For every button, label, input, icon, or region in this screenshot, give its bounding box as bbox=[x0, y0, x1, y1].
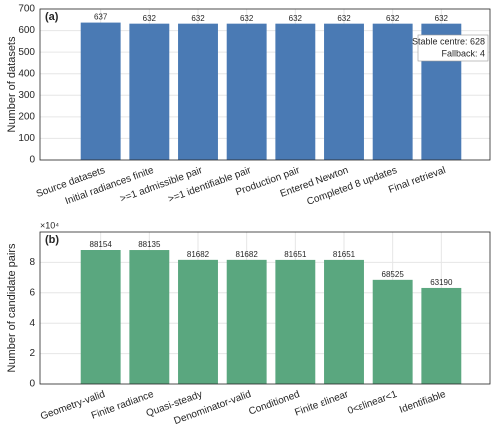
value-label: 63190 bbox=[430, 278, 453, 287]
x-tick-label: Identifiable bbox=[398, 389, 448, 416]
y-tick-label: 0 bbox=[29, 155, 35, 166]
bar bbox=[421, 287, 462, 384]
panel-label: (b) bbox=[45, 234, 59, 246]
annotation: Fallback: 4 bbox=[441, 48, 485, 58]
value-label: 632 bbox=[435, 14, 449, 23]
bar bbox=[324, 23, 364, 160]
bar bbox=[129, 250, 170, 384]
value-label: 632 bbox=[337, 14, 351, 23]
x-tick-label: 0<εlinear<1 bbox=[346, 389, 399, 417]
y-axis-label: Number of candidate pairs bbox=[6, 243, 18, 373]
bar bbox=[80, 22, 121, 161]
value-label: 632 bbox=[240, 14, 254, 23]
value-label: 88154 bbox=[90, 240, 113, 249]
axes-frame bbox=[39, 231, 491, 385]
y-tick-label: 600 bbox=[18, 25, 35, 36]
bar bbox=[226, 259, 267, 384]
value-label: 81682 bbox=[187, 250, 210, 259]
y-tick-label: 500 bbox=[18, 47, 35, 58]
y-tick-label: 6 bbox=[29, 287, 35, 298]
bar bbox=[372, 23, 413, 160]
annotation: Stable centre: 628 bbox=[412, 36, 485, 46]
panel-label: (a) bbox=[45, 11, 59, 23]
y-tick-label: 4 bbox=[29, 318, 35, 329]
value-label: 637 bbox=[94, 13, 108, 22]
value-label: 68525 bbox=[382, 270, 405, 279]
bar bbox=[178, 259, 218, 384]
y-tick-label: 2 bbox=[29, 348, 35, 359]
x-tick-label: Conditioned bbox=[247, 389, 301, 418]
value-label: 632 bbox=[289, 14, 303, 23]
bar bbox=[178, 23, 218, 160]
y-tick-label: 8 bbox=[29, 257, 35, 268]
value-label: 81651 bbox=[284, 250, 307, 259]
bar bbox=[275, 259, 316, 384]
y-axis-label: Number of datasets bbox=[6, 36, 18, 132]
bar bbox=[226, 23, 267, 160]
value-label: 632 bbox=[191, 14, 205, 23]
bar bbox=[372, 279, 413, 384]
y-tick-label: 300 bbox=[18, 90, 35, 101]
y-tick-label: 100 bbox=[18, 133, 35, 144]
axes-frame bbox=[39, 8, 491, 161]
value-label: 81651 bbox=[333, 250, 356, 259]
bar bbox=[80, 250, 121, 384]
y-multiplier: ×10⁴ bbox=[40, 220, 59, 230]
y-tick-label: 0 bbox=[29, 379, 35, 390]
bar bbox=[324, 259, 364, 384]
annotation-box bbox=[417, 34, 489, 62]
bar bbox=[275, 23, 316, 160]
y-tick-label: 400 bbox=[18, 68, 35, 79]
value-label: 632 bbox=[386, 14, 400, 23]
x-tick-label: Finite εlinear bbox=[293, 389, 350, 419]
y-tick-label: 200 bbox=[18, 111, 35, 122]
value-label: 81682 bbox=[236, 250, 259, 259]
value-label: 632 bbox=[143, 14, 157, 23]
y-tick-label: 700 bbox=[18, 4, 35, 15]
value-label: 88135 bbox=[138, 240, 161, 249]
bar bbox=[129, 23, 170, 160]
